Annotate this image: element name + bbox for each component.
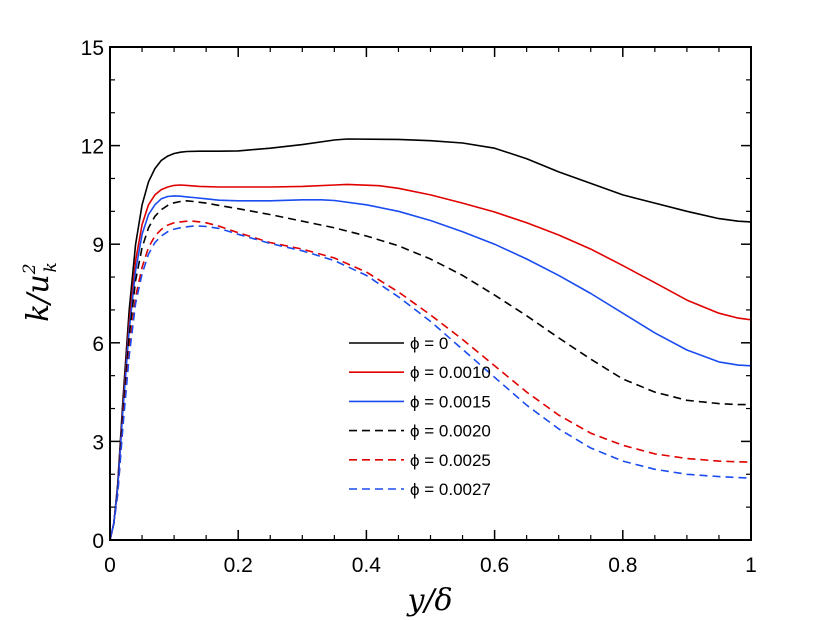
y-axis-title-subscript: k [41, 262, 61, 272]
legend-label-5: ϕ = 0.0027 [410, 480, 491, 499]
x-axis-title-part-b: δ [435, 583, 453, 618]
series-line-0 [109, 138, 752, 541]
series-line-3 [109, 200, 751, 541]
y-tick-label-0: 0 [92, 530, 104, 553]
y-tick-label-2: 6 [92, 333, 104, 356]
legend-label-2: ϕ = 0.0015 [410, 392, 491, 411]
x-tick-label-1: 0.2 [224, 554, 253, 577]
x-tick-label-3: 0.6 [480, 554, 509, 577]
plot-area: 0 0.2 0.4 0.6 0.8 1 0 3 6 9 12 15 [81, 37, 757, 577]
series-line-5 [109, 225, 752, 541]
y-axis-title-base: k/u [21, 274, 56, 322]
x-tick-label-5: 1 [745, 554, 757, 577]
x-axis-title-part-a: y/ [405, 583, 437, 618]
legend-label-1: ϕ = 0.0010 [410, 363, 491, 382]
x-axis-title: y/δ [405, 583, 452, 618]
series-line-2 [109, 195, 752, 541]
svg-text:y/δ: y/δ [405, 583, 452, 618]
y-tick-label-1: 3 [92, 431, 104, 454]
legend-label-0: ϕ = 0 [410, 334, 448, 353]
ticks-group: 0 0.2 0.4 0.6 0.8 1 0 3 6 9 12 15 [81, 37, 757, 577]
y-tick-label-5: 15 [81, 37, 104, 60]
legend-label-4: ϕ = 0.0025 [410, 451, 491, 470]
x-tick-label-4: 0.8 [608, 554, 637, 577]
x-tick-label-2: 0.4 [352, 554, 382, 577]
y-tick-label-3: 9 [92, 234, 104, 257]
legend-label-3: ϕ = 0.0020 [410, 422, 491, 441]
x-tick-label-0: 0 [104, 554, 116, 577]
y-axis-title-superscript: 2 [20, 263, 40, 275]
series-group [109, 138, 752, 541]
svg-text:k/u2k: k/u2k [20, 262, 61, 322]
y-tick-label-4: 12 [81, 136, 104, 159]
y-axis-title: k/u2k [20, 262, 61, 322]
legend: ϕ = 0 ϕ = 0.0010 ϕ = 0.0015 ϕ = 0.0020 ϕ = 0… [349, 334, 491, 499]
series-line-1 [109, 183, 752, 541]
